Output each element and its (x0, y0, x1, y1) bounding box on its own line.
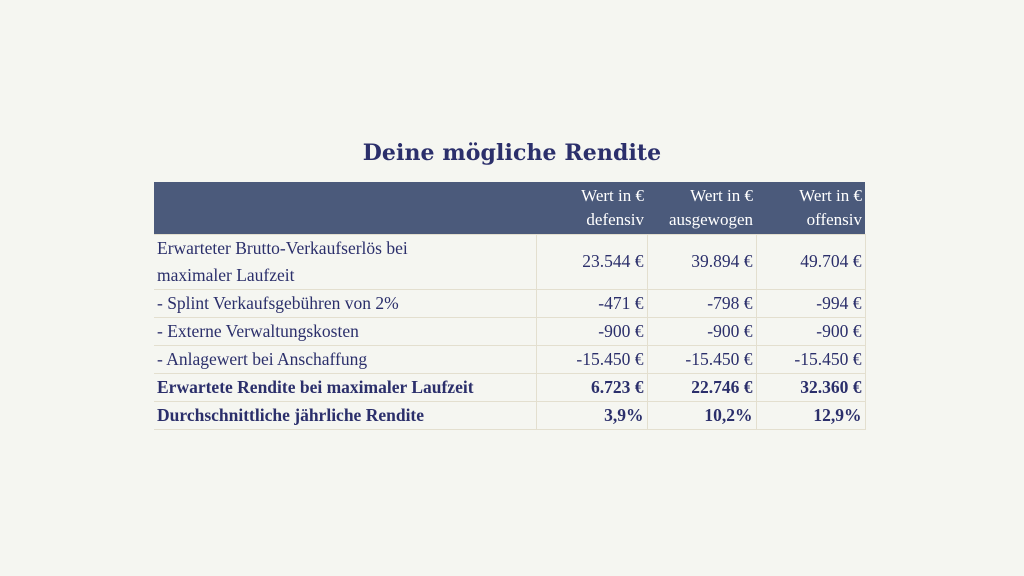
table-row-anlagewert: - Anlagewert bei Anschaffung -15.450 € -… (154, 344, 866, 374)
cell-offensiv: -15.450 € (755, 344, 866, 374)
table-row-jaehrliche-rendite: Durchschnittliche jährliche Rendite 3,9%… (154, 400, 866, 430)
header-ausgewogen: Wert in € ausgewogen (647, 182, 756, 234)
page-title: Deine mögliche Rendite (362, 140, 662, 166)
row-label: Durchschnittliche jährliche Rendite (154, 400, 537, 430)
cell-ausgewogen: -798 € (646, 288, 757, 318)
row-label-line1: Erwarteter Brutto-Verkaufserlös bei (157, 237, 408, 258)
cell-defensiv: 23.544 € (535, 233, 648, 290)
header-offensiv: Wert in € offensiv (756, 182, 865, 234)
cell-ausgewogen: 22.746 € (646, 372, 757, 402)
cell-defensiv: -900 € (535, 316, 648, 346)
cell-offensiv: -994 € (755, 288, 866, 318)
cell-ausgewogen: -15.450 € (646, 344, 757, 374)
table-row-verwaltungskosten: - Externe Verwaltungskosten -900 € -900 … (154, 316, 866, 346)
cell-defensiv: -471 € (535, 288, 648, 318)
cell-ausgewogen: 39.894 € (646, 233, 757, 290)
cell-offensiv: -900 € (755, 316, 866, 346)
cell-ausgewogen: -900 € (646, 316, 757, 346)
row-label: - Externe Verwaltungskosten (154, 316, 537, 346)
table-row-brutto: Erwarteter Brutto-Verkaufserlös bei maxi… (154, 233, 866, 290)
row-label: - Splint Verkaufsgebühren von 2% (154, 288, 537, 318)
row-label: - Anlagewert bei Anschaffung (154, 344, 537, 374)
cell-defensiv: -15.450 € (535, 344, 648, 374)
header-offensiv-line2: offensiv (806, 209, 862, 229)
table-row-erwartete-rendite: Erwartete Rendite bei maximaler Laufzeit… (154, 372, 866, 402)
table-row-verkaufsgebuehren: - Splint Verkaufsgebühren von 2% -471 € … (154, 288, 866, 318)
cell-offensiv: 49.704 € (755, 233, 866, 290)
header-ausgewogen-line1: Wert in € (690, 185, 753, 205)
cell-defensiv: 6.723 € (535, 372, 648, 402)
header-defensiv: Wert in € defensiv (536, 182, 647, 234)
header-ausgewogen-line2: ausgewogen (668, 209, 753, 229)
header-defensiv-line1: Wert in € (581, 185, 644, 205)
row-label: Erwarteter Brutto-Verkaufserlös bei maxi… (154, 233, 537, 290)
table-header-row: Wert in € defensiv Wert in € ausgewogen … (154, 182, 865, 234)
cell-defensiv: 3,9% (535, 400, 648, 430)
cell-offensiv: 32.360 € (755, 372, 866, 402)
header-defensiv-line2: defensiv (586, 209, 644, 229)
header-label-cell (154, 182, 536, 234)
header-offensiv-line1: Wert in € (799, 185, 862, 205)
row-label: Erwartete Rendite bei maximaler Laufzeit (154, 372, 537, 402)
returns-table: Wert in € defensiv Wert in € ausgewogen … (154, 182, 866, 430)
cell-offensiv: 12,9% (755, 400, 866, 430)
row-label-line2: maximaler Laufzeit (157, 264, 295, 285)
cell-ausgewogen: 10,2% (646, 400, 757, 430)
